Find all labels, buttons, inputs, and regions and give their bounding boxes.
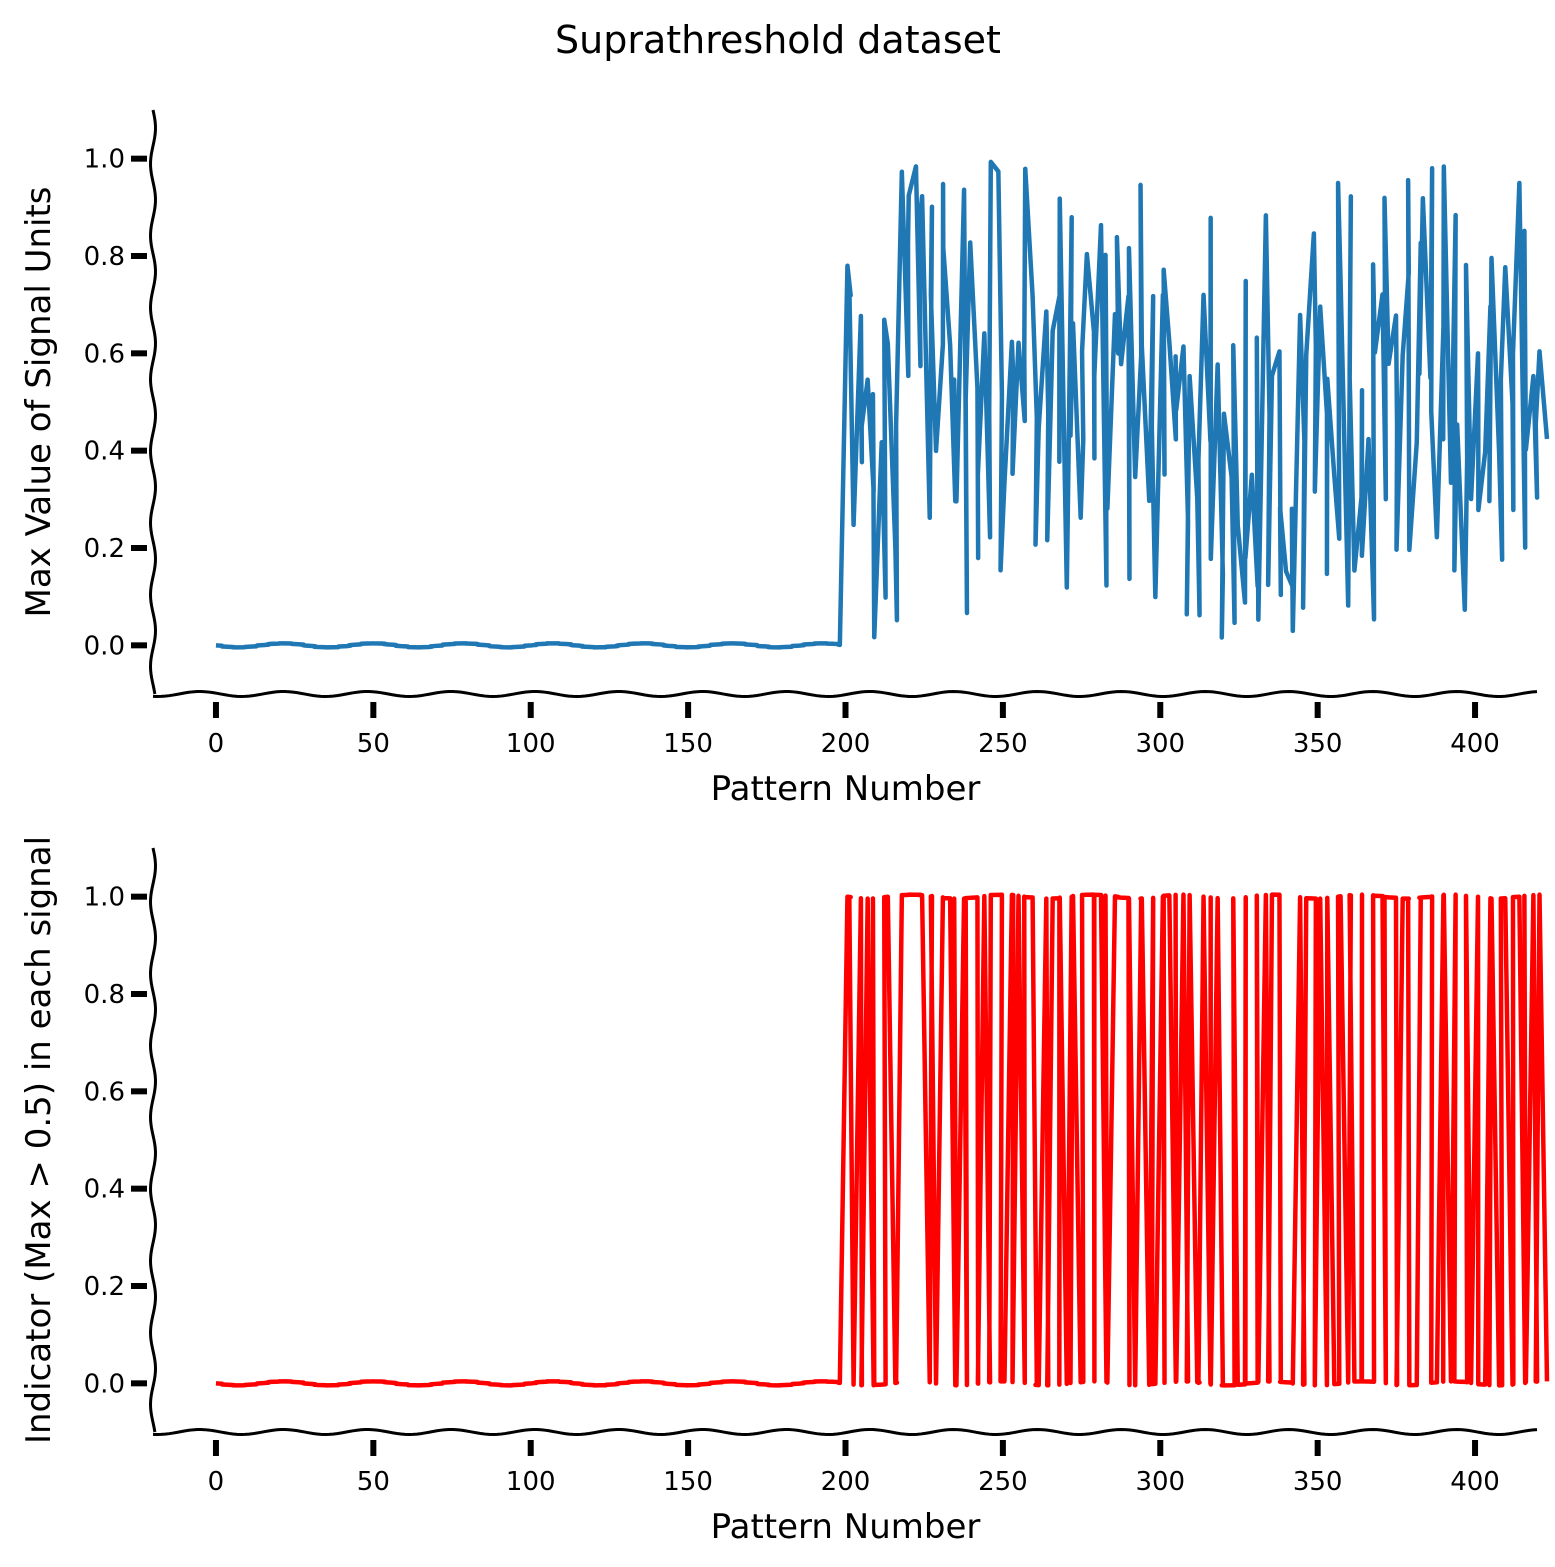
y-axis-spine bbox=[148, 109, 158, 695]
x-tick-label: 400 bbox=[1450, 729, 1500, 759]
x-axis-spine bbox=[152, 689, 1538, 699]
y-tick-label: 0.6 bbox=[84, 339, 125, 369]
y-tick-label: 1.0 bbox=[84, 883, 125, 913]
y-tick-label: 0.2 bbox=[84, 1272, 125, 1302]
y-tick-label: 0.6 bbox=[84, 1077, 125, 1107]
x-tick-label: 200 bbox=[821, 729, 871, 759]
top-panel: 0.0 0.2 0.4 0.6 0.8 1.0 0 50 100 150 200 250 300 350 4… bbox=[19, 109, 1550, 809]
y-tick-label: 1.0 bbox=[84, 145, 125, 175]
x-axis-label: Pattern Number bbox=[711, 1507, 981, 1547]
x-tick-label: 150 bbox=[663, 1467, 713, 1497]
x-tick-label: 150 bbox=[663, 729, 713, 759]
x-tick-label: 350 bbox=[1293, 729, 1343, 759]
series-line bbox=[215, 892, 1550, 1388]
x-tick-label: 200 bbox=[821, 1467, 871, 1497]
series-line bbox=[215, 159, 1550, 650]
y-tick-label: 0.0 bbox=[84, 631, 125, 661]
y-tick-label: 0.4 bbox=[84, 437, 125, 467]
bottom-panel: 0.0 0.2 0.4 0.6 0.8 1.0 0 50 100 150 200 250 300 350 4… bbox=[19, 836, 1550, 1547]
x-axis-spine bbox=[152, 1427, 1538, 1437]
y-tick-label: 0.8 bbox=[84, 242, 125, 272]
y-axis-label: Max Value of Signal Units bbox=[19, 186, 59, 617]
y-tick-label: 0.4 bbox=[84, 1175, 125, 1205]
x-tick-label: 300 bbox=[1135, 729, 1185, 759]
x-tick-label: 50 bbox=[357, 729, 390, 759]
x-tick-label: 400 bbox=[1450, 1467, 1500, 1497]
figure-title: Suprathreshold dataset bbox=[555, 18, 1001, 62]
x-tick-label: 350 bbox=[1293, 1467, 1343, 1497]
x-tick-label: 250 bbox=[978, 1467, 1028, 1497]
x-tick-label: 50 bbox=[357, 1467, 390, 1497]
y-tick-label: 0.0 bbox=[84, 1369, 125, 1399]
x-tick-label: 0 bbox=[208, 729, 225, 759]
y-tick-label: 0.2 bbox=[84, 534, 125, 564]
x-tick-label: 250 bbox=[978, 729, 1028, 759]
x-axis-label: Pattern Number bbox=[711, 769, 981, 809]
y-tick-label: 0.8 bbox=[84, 980, 125, 1010]
x-tick-label: 100 bbox=[506, 729, 556, 759]
x-tick-label: 0 bbox=[208, 1467, 225, 1497]
y-axis-label: Indicator (Max > 0.5) in each signal bbox=[19, 836, 59, 1444]
y-axis-spine bbox=[148, 847, 158, 1433]
x-tick-label: 300 bbox=[1135, 1467, 1185, 1497]
x-tick-label: 100 bbox=[506, 1467, 556, 1497]
